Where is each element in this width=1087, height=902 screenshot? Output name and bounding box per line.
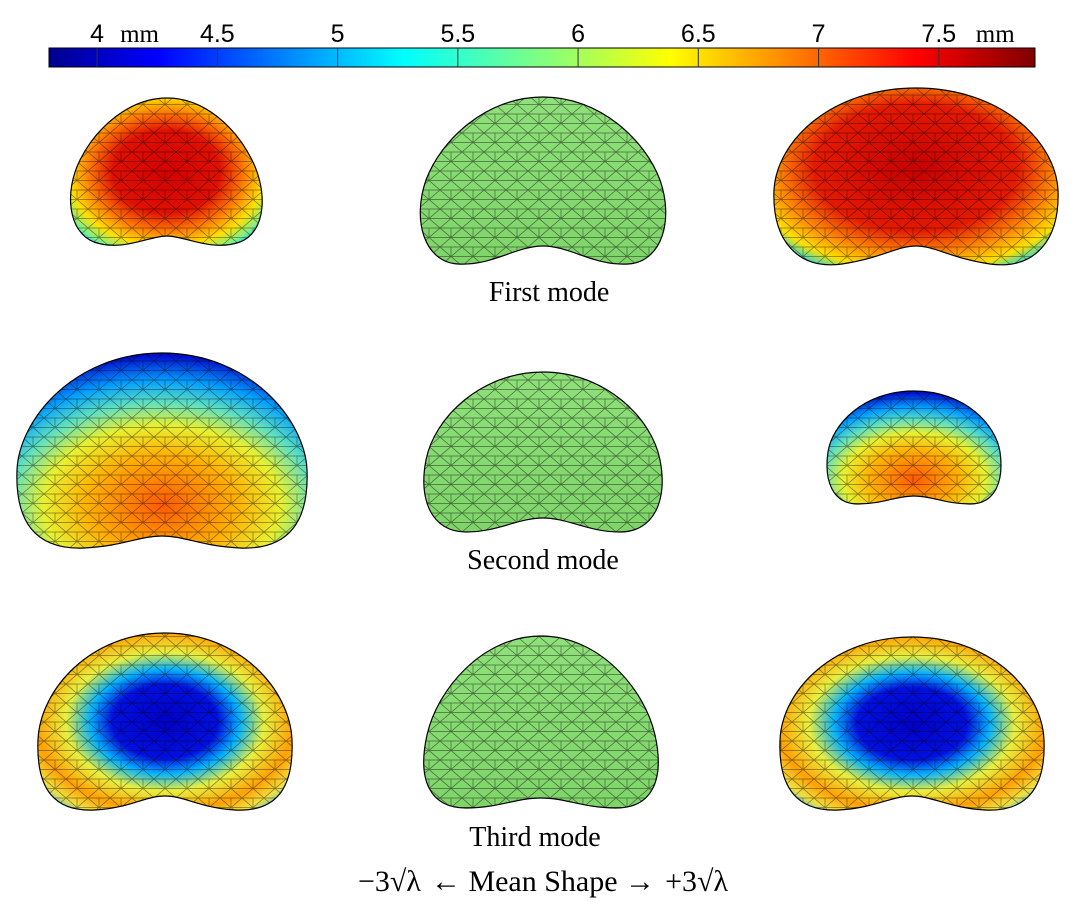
colorbar-unit-label: mm	[976, 21, 1015, 48]
colorbar-tick-label: 4.5	[200, 20, 235, 48]
mode-row-first: First mode	[69, 87, 1059, 308]
caption: −3√λ ← Mean Shape → +3√λ	[358, 865, 728, 898]
colorbar-unit-label: mm	[120, 21, 159, 48]
mode-label-third: Third mode	[469, 822, 600, 853]
mode-label-first: First mode	[489, 277, 610, 308]
mode-row-second: Second mode	[16, 352, 1002, 576]
mode-label-second: Second mode	[467, 545, 619, 576]
colorbar-tick-label: 6.5	[681, 20, 716, 48]
colorbar-tick-label: 6	[571, 20, 585, 48]
colorbar-tick-label: 5	[331, 20, 345, 48]
colorbar: 4 mm 4.5 5 5.5 6 6.5 7 7.5 mm	[48, 20, 1036, 68]
mode-row-third: Third mode	[37, 632, 1045, 853]
colorbar-tick-label: 4	[90, 20, 104, 48]
colorbar-tick-label: 7.5	[921, 20, 956, 48]
colorbar-tick-label: 7	[812, 20, 826, 48]
colorbar-strip	[48, 47, 1036, 68]
caption-plus: +3√λ	[665, 865, 728, 898]
caption-minus: −3√λ	[358, 865, 421, 898]
colorbar-tick-label: 5.5	[440, 20, 475, 48]
caption-middle: ← Mean Shape →	[431, 865, 655, 898]
colorbar-ticks: 4 mm 4.5 5 5.5 6 6.5 7 7.5 mm	[90, 20, 1015, 67]
